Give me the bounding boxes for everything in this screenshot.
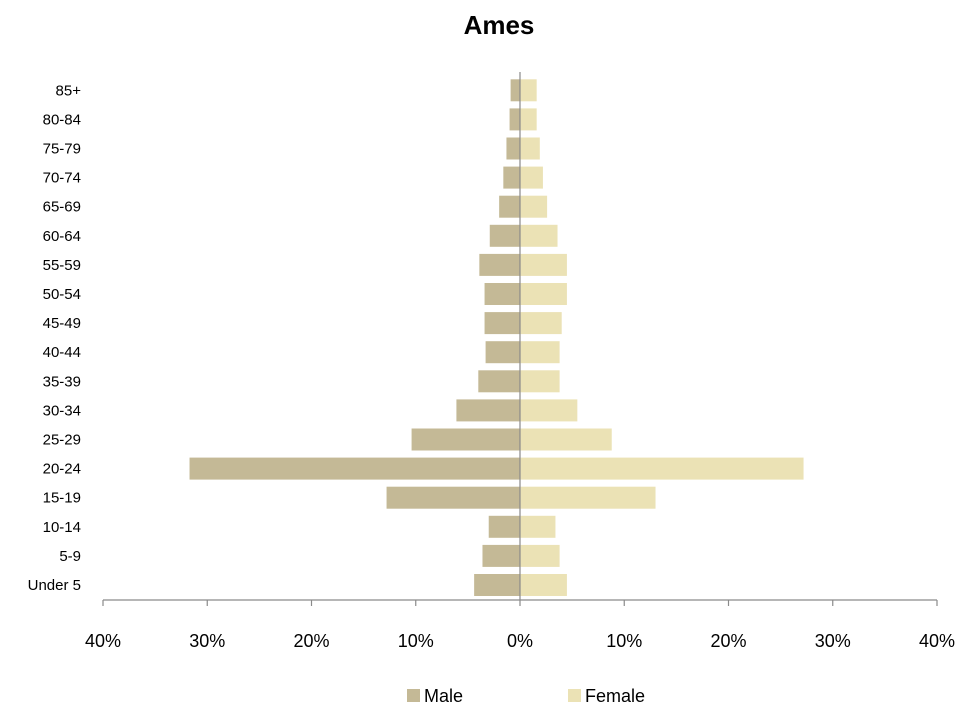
bar-male-5-9: [482, 544, 520, 567]
category-label: 75-79: [43, 141, 81, 158]
category-label: 55-59: [43, 257, 81, 274]
category-label: 10-14: [43, 519, 81, 536]
legend-swatch-female: [568, 689, 581, 702]
category-label: 65-69: [43, 199, 81, 216]
bar-male-30-34: [456, 399, 520, 422]
bar-male-80-84: [509, 108, 520, 131]
category-label: 5-9: [59, 548, 81, 565]
legend: Male Female: [407, 686, 645, 706]
category-label: 35-39: [43, 373, 81, 390]
category-label: 20-24: [43, 461, 81, 478]
bar-male-25-29: [411, 428, 520, 451]
category-label: Under 5: [28, 577, 81, 594]
legend-label-male: Male: [424, 686, 463, 706]
x-tick-label: 30%: [189, 631, 225, 651]
category-label: 40-44: [43, 344, 81, 361]
x-tick-label: 10%: [606, 631, 642, 651]
category-label: 45-49: [43, 315, 81, 332]
category-label: 30-34: [43, 402, 81, 419]
category-label: 85+: [56, 82, 82, 99]
category-label: 50-54: [43, 286, 81, 303]
legend-label-female: Female: [585, 686, 645, 706]
x-tick-label: 40%: [85, 631, 121, 651]
bar-female-30-34: [520, 399, 578, 422]
bar-female-65-69: [520, 195, 548, 218]
bar-male-55-59: [479, 253, 520, 276]
chart-title: Ames: [464, 10, 535, 40]
bar-female-5-9: [520, 544, 560, 567]
bar-male-10-14: [488, 515, 520, 538]
bar-female-35-39: [520, 370, 560, 393]
legend-swatch-male: [407, 689, 420, 702]
bar-female-80-84: [520, 108, 537, 131]
bar-male-35-39: [478, 370, 520, 393]
category-label: 80-84: [43, 111, 81, 128]
bar-male-70-74: [503, 166, 520, 189]
category-label: 25-29: [43, 432, 81, 449]
x-tick-label: 0%: [507, 631, 533, 651]
category-label: 60-64: [43, 228, 81, 245]
bar-female-60-64: [520, 224, 558, 247]
bar-female-70-74: [520, 166, 543, 189]
bar-male-85+: [510, 79, 520, 102]
bar-female-40-44: [520, 341, 560, 364]
bar-female-45-49: [520, 312, 562, 335]
x-axis: 40% 30% 20% 10% 0% 10% 20% 30% 40%: [85, 72, 955, 651]
bar-male-20-24: [189, 457, 520, 480]
x-tick-label: 20%: [293, 631, 329, 651]
bar-male-15-19: [386, 486, 520, 509]
category-label: 15-19: [43, 490, 81, 507]
bar-male-75-79: [506, 137, 520, 160]
bar-female-55-59: [520, 253, 567, 276]
bar-female-85+: [520, 79, 537, 102]
bar-female-10-14: [520, 515, 556, 538]
bar-female-20-24: [520, 457, 804, 480]
x-tick-label: 20%: [710, 631, 746, 651]
x-tick-label: 40%: [919, 631, 955, 651]
bars-group: [189, 79, 804, 596]
bar-female-25-29: [520, 428, 612, 451]
bar-female-under-5: [520, 574, 567, 596]
bar-female-50-54: [520, 283, 567, 305]
category-label: 70-74: [43, 170, 81, 187]
bar-male-60-64: [489, 224, 520, 247]
bar-male-50-54: [484, 283, 520, 305]
bar-female-15-19: [520, 486, 656, 509]
bar-male-under-5: [474, 574, 520, 596]
x-tick-label: 10%: [398, 631, 434, 651]
category-labels: Under 5 5-9 10-14 15-19 20-24 25-29 30-34 35-39…: [28, 82, 82, 594]
x-tick-label: 30%: [815, 631, 851, 651]
bar-female-75-79: [520, 137, 540, 160]
bar-male-40-44: [485, 341, 520, 364]
bar-male-65-69: [499, 195, 520, 218]
bar-male-45-49: [484, 312, 520, 335]
